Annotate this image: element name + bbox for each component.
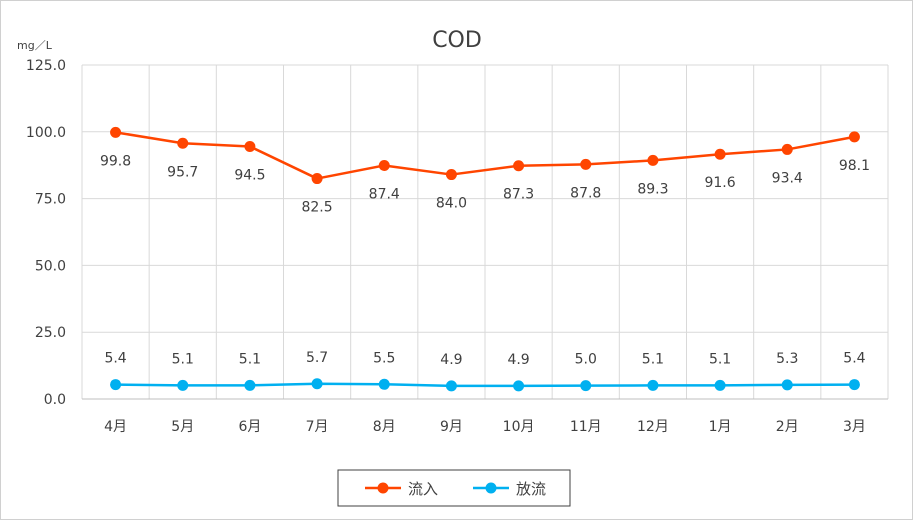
data-label: 5.3	[776, 351, 798, 367]
data-point	[244, 379, 256, 391]
y-tick-label: 100.0	[26, 125, 66, 141]
y-tick-label: 75.0	[35, 192, 66, 208]
x-tick-label: 1月	[709, 419, 732, 435]
data-label: 94.5	[234, 167, 265, 183]
series-line	[115, 382, 855, 388]
data-point	[177, 379, 189, 391]
data-point	[110, 379, 122, 391]
data-label: 89.3	[637, 181, 668, 197]
data-point	[580, 380, 592, 392]
data-point	[378, 378, 390, 390]
data-point	[445, 380, 457, 392]
data-label: 4.9	[440, 352, 462, 368]
x-tick-label: 3月	[843, 419, 866, 435]
data-point	[781, 379, 793, 391]
data-label: 99.8	[100, 153, 131, 169]
data-point	[714, 148, 726, 160]
y-tick-label: 0.0	[44, 392, 66, 408]
x-tick-label: 8月	[373, 419, 396, 435]
data-label: 93.4	[772, 170, 803, 186]
x-tick-label: 9月	[440, 419, 463, 435]
x-tick-label: 7月	[306, 419, 329, 435]
y-unit-label: mg／L	[17, 39, 53, 52]
grid-lines	[81, 64, 889, 400]
data-label: 87.3	[503, 187, 534, 203]
x-axis-ticks: 4月 5月 6月 7月 8月 9月 10月 11月 12月 1月 2月 3月	[104, 419, 866, 435]
data-point	[110, 126, 122, 138]
x-tick-label: 2月	[776, 419, 799, 435]
data-point	[848, 379, 860, 391]
data-point	[311, 173, 323, 185]
data-label: 5.5	[373, 350, 395, 366]
data-label: 5.1	[172, 351, 194, 367]
data-label: 5.0	[575, 352, 597, 368]
data-point	[580, 158, 592, 170]
data-label: 5.1	[709, 351, 731, 367]
x-tick-label: 11月	[570, 419, 602, 435]
y-tick-label: 50.0	[35, 258, 66, 274]
data-point	[647, 379, 659, 391]
x-tick-label: 12月	[637, 419, 669, 435]
y-tick-label: 125.0	[26, 58, 66, 74]
data-label: 87.4	[369, 186, 400, 202]
data-point	[714, 379, 726, 391]
legend-label: 流入	[408, 480, 438, 498]
data-label: 4.9	[507, 352, 529, 368]
data-point	[781, 143, 793, 155]
data-label: 84.0	[436, 196, 467, 212]
data-label: 5.4	[843, 351, 865, 367]
data-point	[848, 131, 860, 143]
legend-label: 放流	[516, 480, 546, 498]
data-label: 95.7	[167, 164, 198, 180]
data-point	[445, 169, 457, 181]
data-point	[513, 160, 525, 172]
data-label: 82.5	[301, 200, 332, 216]
data-point	[647, 154, 659, 166]
x-tick-label: 5月	[171, 419, 194, 435]
data-point	[378, 159, 390, 171]
x-tick-label: 6月	[238, 419, 261, 435]
data-label: 5.7	[306, 350, 328, 366]
data-label: 5.1	[642, 351, 664, 367]
data-point	[177, 137, 189, 149]
series-group	[110, 126, 860, 392]
data-label: 5.4	[104, 351, 126, 367]
chart-title: COD	[432, 28, 482, 53]
data-label: 5.1	[239, 351, 261, 367]
data-point	[311, 378, 323, 390]
x-tick-label: 10月	[503, 419, 535, 435]
y-axis-ticks: 0.0 25.0 50.0 75.0 100.0 125.0	[26, 58, 66, 408]
data-point	[244, 140, 256, 152]
data-labels: 99.8 95.7 94.5 82.5 87.4 84.0 87.3 87.8 89.3 91.6…	[100, 153, 870, 368]
data-point	[513, 380, 525, 392]
data-label: 98.1	[839, 158, 870, 174]
series-line	[115, 131, 855, 180]
legend: 流入 放流	[337, 469, 571, 507]
data-label: 87.8	[570, 185, 601, 201]
x-tick-label: 4月	[104, 419, 127, 435]
y-tick-label: 25.0	[35, 325, 66, 341]
legend-swatch-marker	[485, 482, 497, 494]
legend-swatch-marker	[377, 482, 389, 494]
data-label: 91.6	[704, 175, 735, 191]
